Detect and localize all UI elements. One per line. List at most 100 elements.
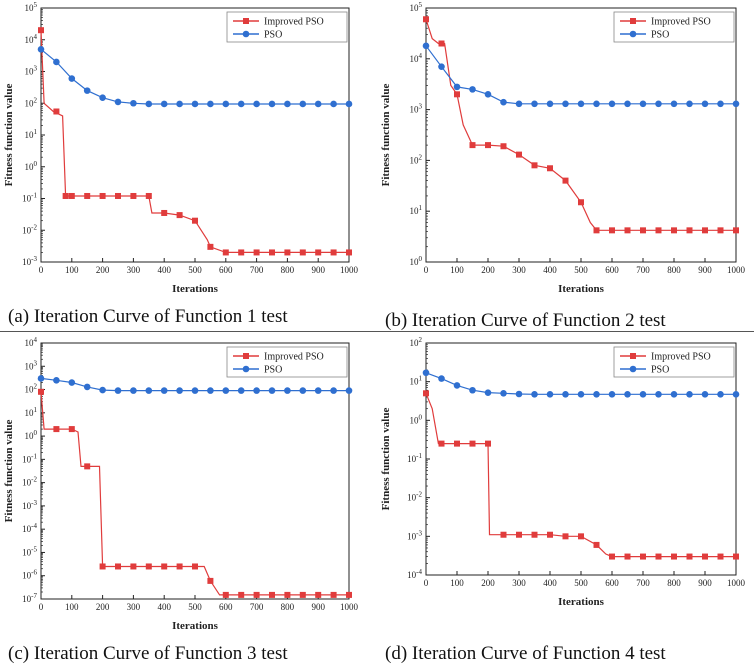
x-tick-label: 0 <box>424 265 429 275</box>
improved-pso-marker <box>222 591 229 598</box>
pso-marker <box>500 98 507 106</box>
x-axis-title: Iterations <box>172 283 219 295</box>
pso-marker <box>717 391 724 398</box>
pso-marker <box>130 99 137 107</box>
pso-marker <box>284 387 291 394</box>
improved-pso-marker <box>500 531 507 538</box>
improved-pso-marker <box>733 553 739 560</box>
x-tick-label: 100 <box>450 265 464 275</box>
improved-pso-marker <box>531 531 538 538</box>
y-axis-title: Fitness function value <box>380 84 392 187</box>
x-tick-label: 200 <box>481 578 495 588</box>
improved-pso-marker <box>53 426 60 433</box>
y-tick-label: 10-2 <box>22 476 37 488</box>
improved-pso-marker <box>578 199 584 206</box>
y-tick-label: 100 <box>410 413 423 425</box>
x-tick-label: 400 <box>157 265 171 275</box>
improved-pso-marker <box>485 440 491 447</box>
improved-pso-marker <box>207 243 214 250</box>
improved-pso-marker <box>423 16 429 23</box>
pso-marker <box>670 391 678 398</box>
y-tick-label: 105 <box>410 1 423 13</box>
x-axis-title: Iterations <box>558 283 605 295</box>
plot-frame <box>425 7 737 263</box>
pso-marker <box>145 387 153 394</box>
x-tick-label: 900 <box>698 265 712 275</box>
legend-pso-label: PSO <box>651 30 669 41</box>
y-tick-label: 10-5 <box>22 545 37 557</box>
improved-pso-marker <box>516 531 522 538</box>
improved-pso-marker <box>516 151 522 158</box>
x-tick-label: 800 <box>667 265 681 275</box>
improved-pso-marker <box>38 388 44 395</box>
pso-marker <box>670 100 678 108</box>
caption-b: (b) Iteration Curve of Function 2 test <box>385 310 666 331</box>
pso-marker <box>330 387 337 394</box>
pso-marker <box>732 100 740 108</box>
x-tick-label: 500 <box>574 578 588 588</box>
y-tick-label: 10-4 <box>22 522 37 534</box>
improved-pso-marker <box>702 553 708 560</box>
pso-marker <box>237 387 245 394</box>
chart-panel-b: 100 101 102 103 104 105 0 100 200 300 400 500 600 700… <box>377 0 754 335</box>
legend-improved-label: Improved PSO <box>651 17 711 28</box>
pso-marker <box>562 391 569 398</box>
improved-pso-marker <box>346 591 352 598</box>
improved-pso-marker <box>284 591 291 598</box>
y-tick-label: 102 <box>410 336 423 348</box>
x-tick-label: 800 <box>281 602 295 612</box>
improved-pso-marker <box>686 227 693 234</box>
pso-marker <box>53 376 60 384</box>
x-tick-label: 600 <box>219 602 233 612</box>
pso-marker <box>484 91 492 98</box>
legend-improved-marker <box>243 353 249 359</box>
caption-c: (c) Iteration Curve of Function 3 test <box>8 643 288 664</box>
pso-marker <box>438 375 445 382</box>
legend-improved-label: Improved PSO <box>264 352 324 363</box>
pso-marker <box>655 100 662 108</box>
improved-pso-marker <box>469 142 476 149</box>
caption-a: (a) Iteration Curve of Function 1 test <box>8 306 288 327</box>
pso-marker <box>268 387 276 394</box>
pso-marker <box>160 387 168 394</box>
improved-pso-marker <box>269 591 275 598</box>
pso-marker <box>176 387 183 394</box>
pso-marker <box>345 387 353 394</box>
legend-pso-label: PSO <box>651 365 669 376</box>
improved-pso-marker <box>423 390 429 397</box>
pso-marker <box>37 46 45 53</box>
improved-pso-marker <box>438 40 445 47</box>
x-tick-label: 400 <box>543 265 557 275</box>
x-tick-label: 600 <box>219 265 233 275</box>
y-tick-label: 101 <box>410 204 423 216</box>
y-tick-label: 102 <box>25 383 38 395</box>
pso-marker <box>438 63 445 70</box>
improved-pso-marker <box>38 27 44 34</box>
legend-pso-marker <box>242 365 250 373</box>
pso-line <box>425 45 736 105</box>
improved-pso-marker <box>671 553 677 560</box>
pso-marker <box>53 58 60 66</box>
pso-marker <box>37 375 45 382</box>
x-tick-label: 200 <box>481 265 495 275</box>
x-tick-label: 900 <box>311 602 325 612</box>
pso-marker <box>330 100 337 108</box>
x-tick-label: 400 <box>157 602 171 612</box>
improved-pso-marker <box>640 553 646 560</box>
improved-pso-marker <box>130 192 137 199</box>
pso-marker <box>237 100 245 108</box>
improved-pso-marker <box>145 563 152 570</box>
improved-pso-marker <box>207 577 214 584</box>
pso-marker <box>345 100 353 108</box>
pso-marker <box>222 387 230 394</box>
y-tick-label: 100 <box>25 429 38 441</box>
improved-pso-marker <box>500 143 507 150</box>
x-tick-label: 800 <box>281 265 295 275</box>
pso-marker <box>268 100 276 108</box>
chart-c-svg: 10-7 10-6 10-5 10-4 10-3 10-2 10-1 100 101 102 103… <box>3 336 359 632</box>
improved-pso-marker <box>702 227 708 234</box>
pso-marker <box>469 86 476 93</box>
plot-frame <box>40 342 350 600</box>
y-tick-label: 103 <box>410 103 423 115</box>
